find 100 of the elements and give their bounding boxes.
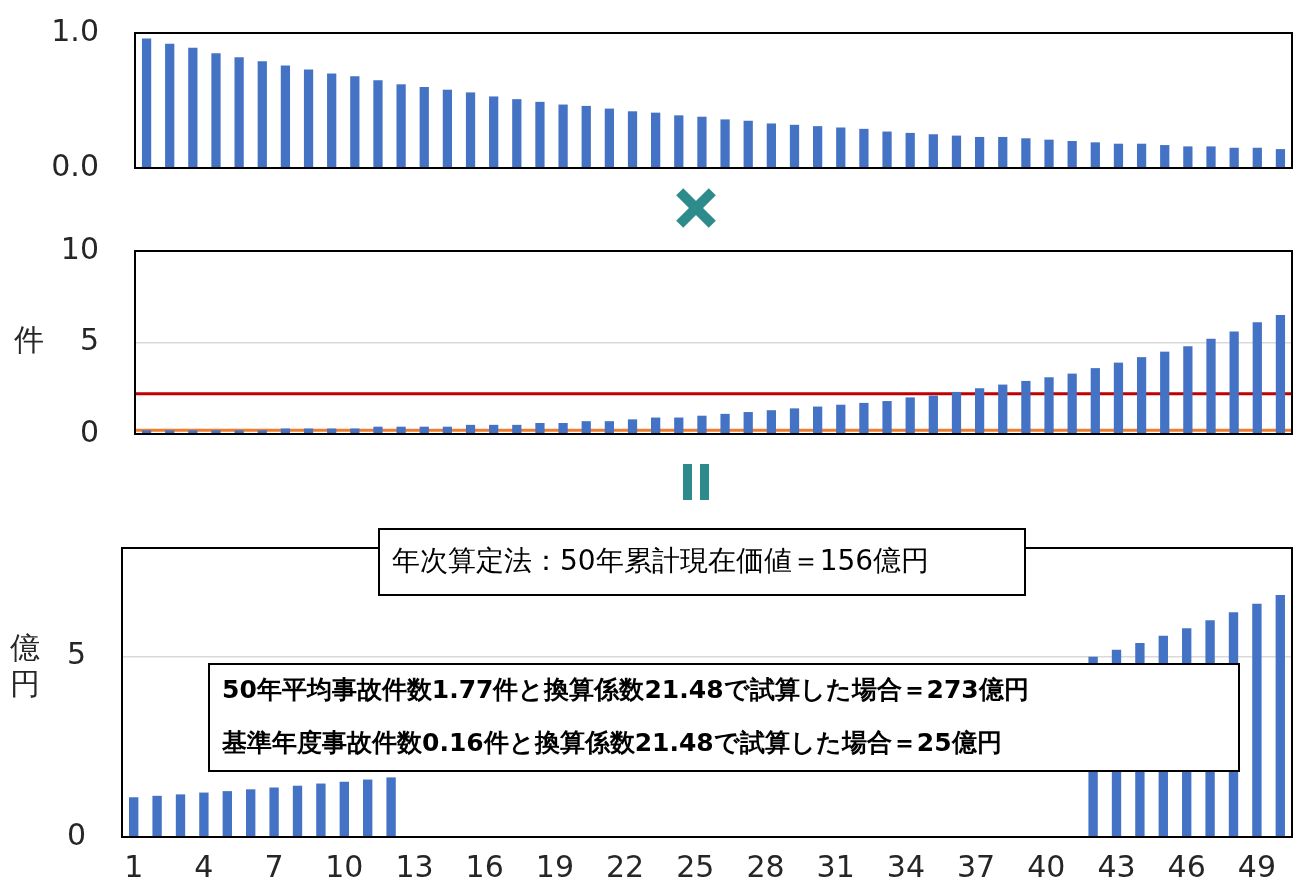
x-tick-label: 31 — [816, 848, 855, 884]
bar — [1021, 380, 1031, 434]
annotation: 50年平均事故件数1.77件と換算係数21.48で試算した場合＝273億円 — [221, 674, 1030, 706]
bar — [558, 423, 568, 434]
bar — [1252, 147, 1262, 168]
y-tick-label: 0 — [66, 816, 86, 852]
bar — [1275, 315, 1286, 434]
bar — [836, 127, 846, 168]
bar — [396, 426, 406, 434]
bar — [1160, 145, 1170, 168]
bar — [1252, 603, 1262, 837]
bar — [234, 430, 244, 434]
bar — [269, 787, 279, 837]
bar — [442, 89, 453, 168]
y-axis-title: 件 — [14, 322, 45, 358]
bar — [489, 424, 499, 434]
bar — [743, 412, 753, 434]
bar — [141, 430, 152, 434]
bar — [998, 384, 1008, 434]
bar — [257, 430, 267, 434]
bar — [1136, 357, 1147, 434]
bar — [651, 112, 661, 168]
x-tick-label: 34 — [886, 848, 925, 884]
bar — [789, 408, 800, 434]
bar — [339, 781, 349, 837]
bar — [465, 92, 476, 168]
annotation: 年次算定法：50年累計現在価値＝156億円 — [391, 543, 931, 579]
bar — [1252, 322, 1262, 434]
bar — [199, 792, 209, 837]
bar — [859, 402, 869, 434]
bar — [222, 791, 232, 837]
bar — [813, 406, 823, 434]
bar — [1160, 351, 1170, 434]
bar — [813, 126, 823, 168]
bar — [974, 136, 985, 168]
bar — [1229, 331, 1239, 434]
bar — [905, 132, 915, 168]
y-axis-title: 億円 — [10, 630, 41, 702]
y-tick-label: 5 — [66, 636, 86, 672]
bar — [951, 135, 962, 168]
bar — [316, 783, 326, 837]
bar — [1067, 141, 1077, 168]
x-tick-label: 46 — [1167, 848, 1206, 884]
bar — [697, 415, 707, 434]
x-tick-label: 22 — [606, 848, 645, 884]
bar — [512, 99, 522, 168]
bar — [1275, 594, 1285, 837]
bar — [998, 136, 1008, 168]
bar — [1183, 146, 1193, 168]
x-tick-label: 43 — [1097, 848, 1136, 884]
bar — [651, 417, 661, 434]
bar — [836, 404, 846, 434]
bar — [674, 115, 684, 168]
bar — [1206, 146, 1216, 168]
x-tick-label: 16 — [465, 848, 504, 884]
bar — [257, 61, 267, 168]
bar — [951, 391, 962, 434]
bar — [627, 111, 638, 168]
bar — [129, 797, 139, 837]
bar — [789, 124, 800, 168]
bar — [558, 104, 568, 168]
y-tick-label: 1.0 — [51, 12, 99, 48]
bar — [766, 123, 776, 168]
x-tick-label: 4 — [194, 848, 214, 884]
bar — [1044, 377, 1054, 434]
bar — [974, 388, 985, 434]
bar — [489, 96, 499, 168]
bar — [1067, 373, 1077, 434]
bar — [327, 73, 337, 168]
x-tick-label: 25 — [676, 848, 715, 884]
bar — [303, 69, 314, 168]
bar — [465, 424, 476, 434]
x-tick-label: 49 — [1237, 848, 1276, 884]
x-tick-label: 13 — [395, 848, 434, 884]
bar — [581, 105, 591, 168]
x-tick-label: 1 — [124, 848, 144, 884]
bar — [882, 401, 892, 434]
bar — [535, 101, 545, 168]
x-tick-label: 7 — [264, 848, 284, 884]
y-tick-label: 0 — [79, 413, 99, 449]
bar — [211, 53, 221, 168]
y-tick-label: 5 — [79, 322, 99, 358]
y-tick-label: 0.0 — [51, 147, 99, 183]
x-tick-label: 37 — [957, 848, 996, 884]
bar — [292, 785, 303, 837]
bar — [766, 410, 776, 434]
bar — [674, 417, 684, 434]
annotation: 基準年度事故件数0.16件と換算係数21.48で試算した場合＝25億円 — [221, 727, 1003, 759]
bar — [882, 131, 892, 168]
bar — [604, 421, 614, 434]
bar — [512, 424, 522, 434]
bar — [1206, 338, 1216, 434]
y-tick-label: 10 — [60, 230, 99, 266]
bar — [859, 128, 869, 168]
bar — [627, 419, 638, 434]
bar — [175, 794, 186, 837]
bar — [246, 789, 256, 837]
bar — [152, 795, 162, 837]
bar — [1021, 138, 1031, 168]
bar — [141, 38, 152, 168]
